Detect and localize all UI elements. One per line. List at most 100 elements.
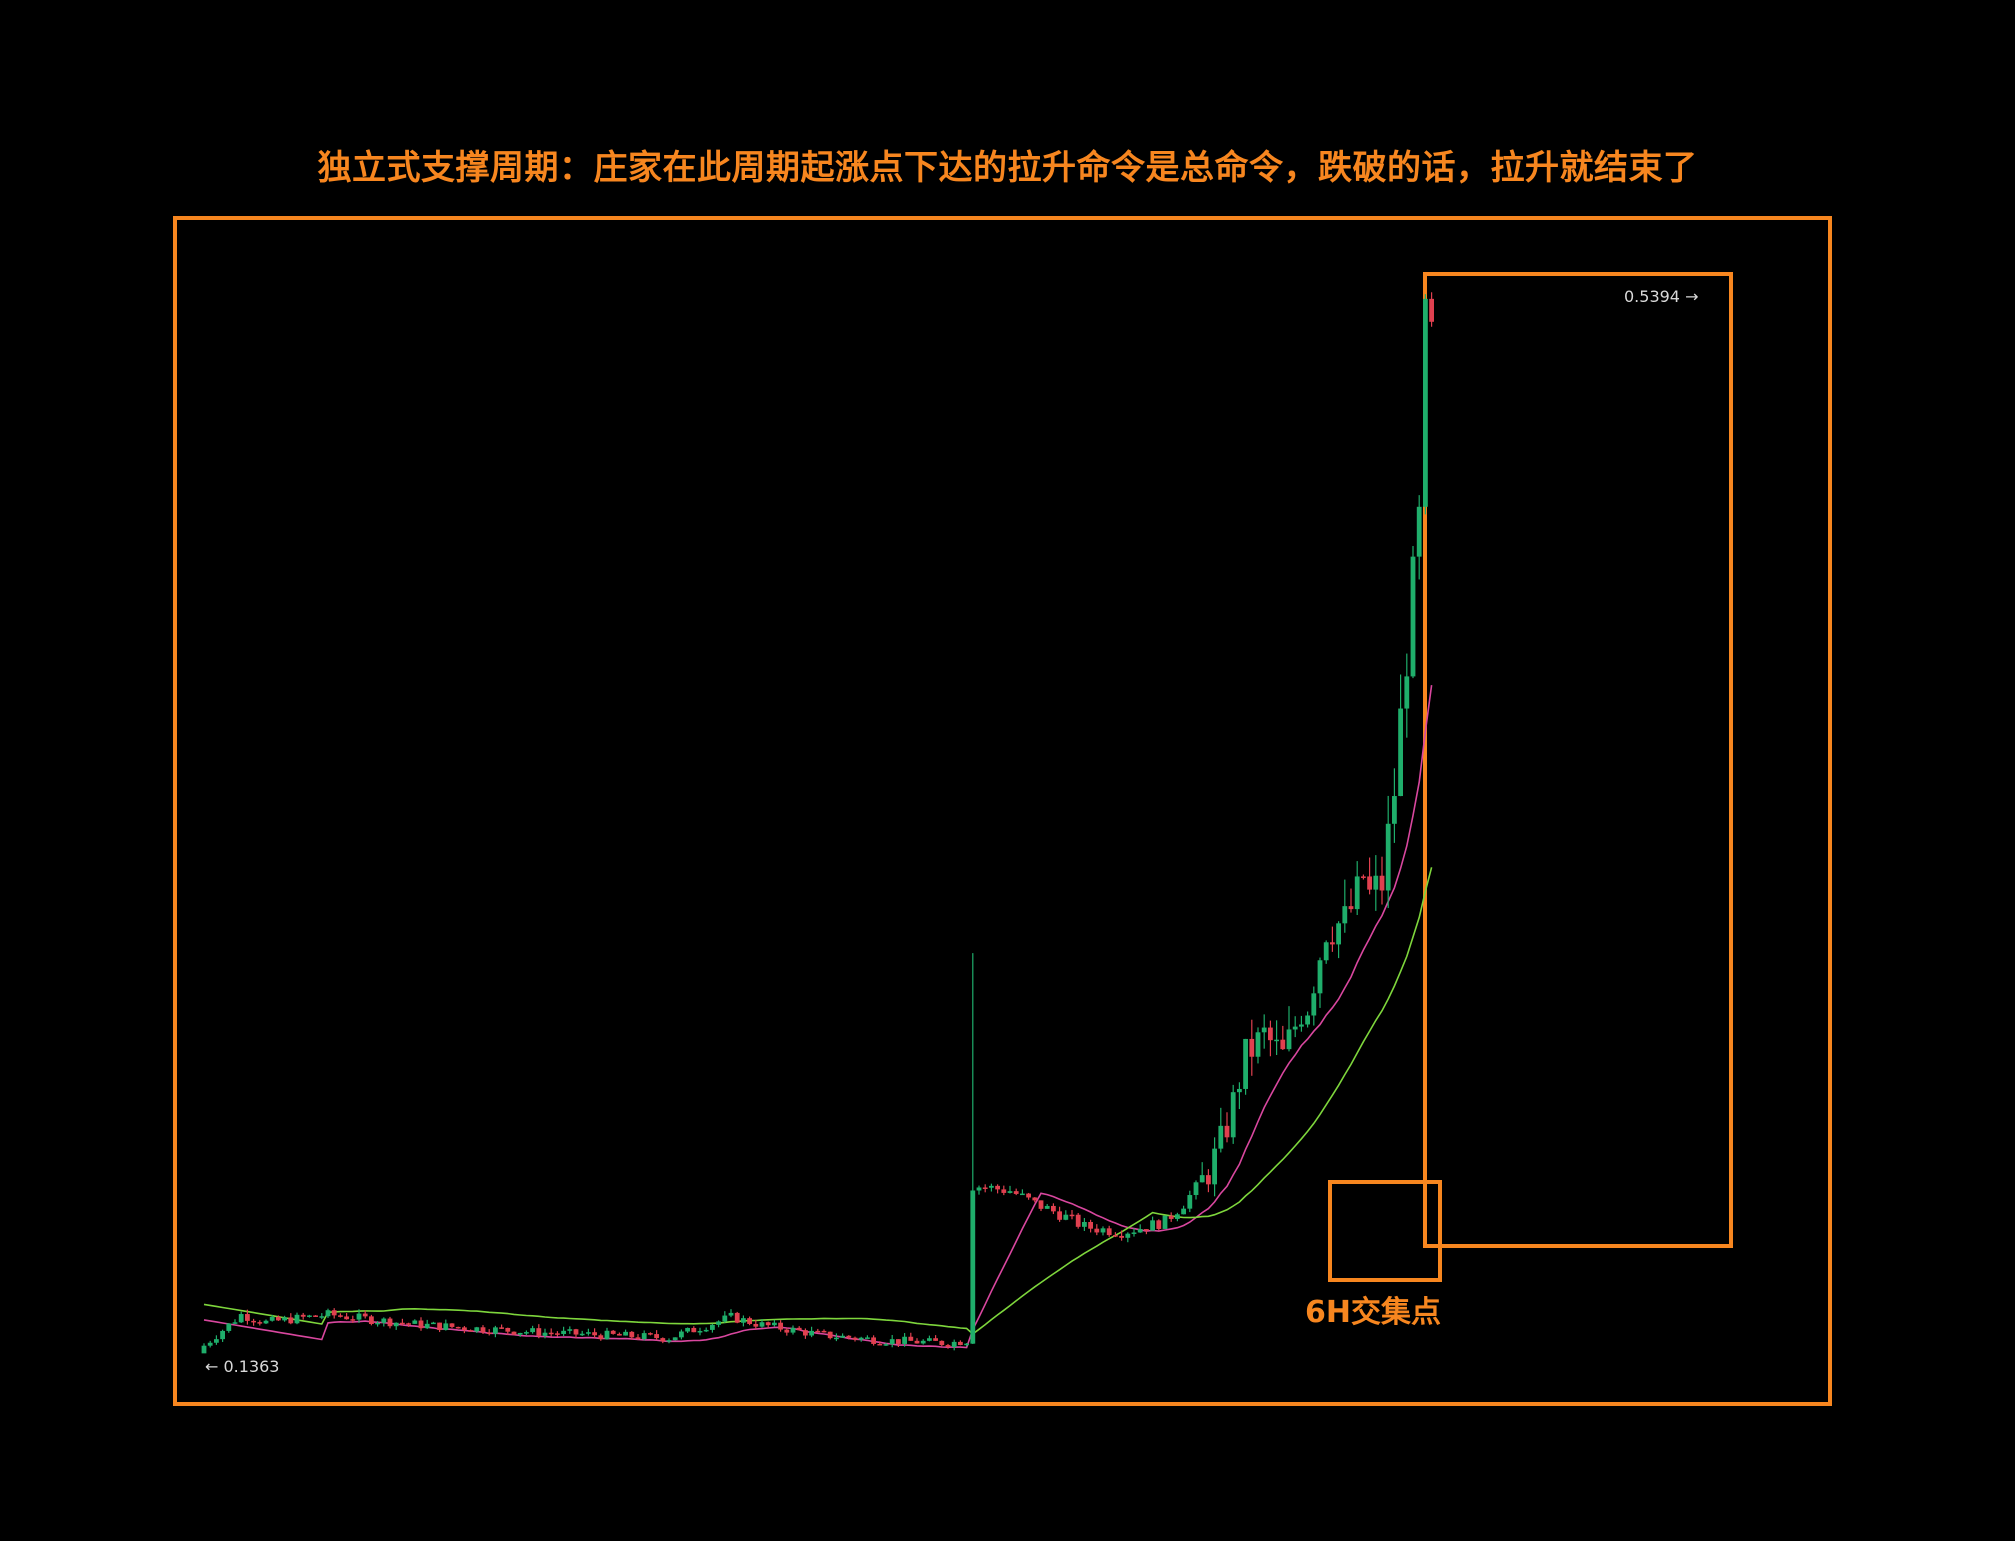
candle-body (1317, 960, 1323, 994)
candle-body (871, 1337, 876, 1344)
candle-body (524, 1332, 529, 1334)
candle-body (710, 1324, 715, 1330)
candle-body (480, 1327, 486, 1333)
rally-box (1423, 272, 1733, 1248)
candle-body (424, 1323, 430, 1329)
candle-body (697, 1331, 703, 1333)
candle-body (567, 1329, 573, 1331)
candle-body (350, 1319, 356, 1321)
candle-body (1026, 1193, 1031, 1198)
candle-body (1392, 796, 1397, 824)
candle-body (338, 1315, 343, 1317)
candle-body (759, 1322, 765, 1327)
candle-body (1094, 1228, 1100, 1233)
candle-body (1187, 1195, 1193, 1209)
candle-body (877, 1343, 883, 1346)
candle-body (685, 1327, 690, 1332)
candle-body (431, 1322, 436, 1325)
candle-body (251, 1320, 256, 1323)
candle-body (1237, 1088, 1242, 1093)
candle-body (592, 1332, 597, 1336)
candle-body (325, 1310, 331, 1317)
candle-body (344, 1316, 349, 1320)
candle-body (418, 1320, 424, 1329)
candle-body (635, 1337, 641, 1340)
candle-body (604, 1330, 610, 1340)
candle-body (815, 1330, 821, 1333)
candle-body (493, 1327, 498, 1334)
candle-body (263, 1320, 269, 1324)
outer-frame (173, 216, 1832, 1406)
candle-body (1156, 1220, 1162, 1229)
candle-body (989, 1185, 994, 1188)
candle-body (964, 1343, 969, 1346)
candle-body (1423, 298, 1428, 507)
candle-body (784, 1329, 790, 1333)
candle-body (1230, 1092, 1236, 1138)
candle-body (902, 1336, 907, 1344)
candle-body (1429, 298, 1434, 322)
candle-body (672, 1337, 678, 1341)
candle-body (827, 1331, 833, 1339)
candle-body (840, 1335, 845, 1338)
candle-body (1243, 1038, 1248, 1089)
candle-body (939, 1340, 945, 1346)
candle-body (970, 1190, 976, 1344)
candle-body (282, 1317, 287, 1321)
candle-body (716, 1321, 721, 1325)
candle-body (257, 1322, 263, 1324)
candle-body (1274, 1039, 1279, 1042)
candle-body (1100, 1228, 1106, 1233)
candle-body (1224, 1125, 1230, 1138)
candle-body (276, 1316, 281, 1321)
candle-body (1299, 1024, 1304, 1027)
candle-body (654, 1334, 659, 1339)
crossover-box (1328, 1180, 1442, 1282)
max-price-label: 0.5394 → (1624, 287, 1698, 306)
candle-body (214, 1339, 219, 1343)
candle-body (660, 1338, 666, 1342)
candle-body (982, 1187, 988, 1189)
candle-body (1348, 906, 1354, 910)
candle-body (623, 1331, 628, 1336)
candle-body (207, 1342, 213, 1346)
candle-body (728, 1312, 734, 1316)
candle-body (362, 1313, 368, 1317)
candle-body (629, 1331, 635, 1338)
candle-body (1385, 823, 1391, 891)
candle-body (803, 1330, 808, 1336)
candle-body (1249, 1038, 1255, 1057)
candle-body (536, 1328, 542, 1336)
candle-body (1336, 923, 1341, 945)
candle-body (1398, 708, 1403, 797)
candle-body (226, 1323, 232, 1331)
candle-body (555, 1333, 560, 1335)
candle-body (1199, 1175, 1205, 1183)
moving-averages (203, 684, 1433, 1349)
candle-body (666, 1340, 672, 1342)
candle-body (790, 1327, 796, 1333)
candle-body (573, 1329, 579, 1335)
candle-body (1063, 1214, 1069, 1220)
candle-body (579, 1333, 585, 1336)
candle-body (586, 1332, 591, 1334)
candle-body (976, 1187, 982, 1191)
candle-body (1255, 1032, 1261, 1057)
candle-body (455, 1326, 461, 1329)
candle-body (617, 1333, 622, 1336)
candle-body (753, 1323, 759, 1327)
candle-body (1175, 1214, 1180, 1219)
candle-body (1354, 876, 1360, 910)
candle-body (1261, 1027, 1267, 1033)
candle-body (561, 1330, 566, 1334)
candle-body (1106, 1228, 1112, 1236)
candle-body (809, 1330, 814, 1336)
candle-body (1069, 1214, 1075, 1217)
candle-body (375, 1322, 380, 1325)
candle-body (1051, 1205, 1056, 1212)
candle-body (1212, 1148, 1217, 1185)
candle-body (703, 1329, 709, 1332)
candle-body (1410, 556, 1416, 677)
min-price-label: ← 0.1363 (205, 1357, 279, 1376)
candle-body (245, 1314, 250, 1321)
